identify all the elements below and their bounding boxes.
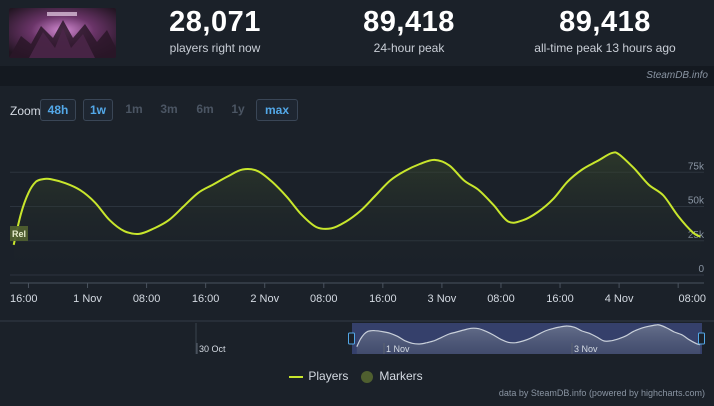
alltime-peak-value: 89,418	[559, 6, 651, 38]
x-tick-label: 2 Nov	[250, 293, 279, 305]
zoom-max-button[interactable]: max	[256, 99, 298, 121]
alltime-peak-label: all-time peak 13 hours ago	[534, 41, 676, 55]
peak-24h-value: 89,418	[363, 6, 455, 38]
y-tick-label: 75k	[688, 161, 705, 172]
x-tick-label: 16:00	[546, 293, 574, 305]
zoom-1m-button[interactable]: 1m	[125, 102, 143, 116]
navigator-tick-label: 1 Nov	[386, 344, 410, 354]
alltime-peak-stat: 89,418 all-time peak 13 hours ago	[525, 6, 685, 55]
x-tick-label: 08:00	[678, 293, 706, 305]
x-tick-label: 16:00	[10, 293, 38, 305]
game-art-image	[9, 8, 116, 58]
x-tick-label: 3 Nov	[428, 293, 457, 305]
current-players-value: 28,071	[169, 6, 261, 38]
zoom-48h-button[interactable]: 48h	[40, 99, 76, 121]
peak-24h-label: 24-hour peak	[373, 41, 445, 55]
y-tick-label: 0	[698, 264, 704, 275]
players-legend-icon	[289, 375, 303, 378]
stats-bar: 28,071 players right now 89,418 24-hour …	[0, 0, 714, 66]
y-tick-label: 50k	[688, 196, 705, 207]
navigator[interactable]: 30 Oct 1 Nov 3 Nov	[195, 323, 705, 354]
zoom-1w-button[interactable]: 1w	[83, 99, 113, 121]
zoom-6m-button[interactable]: 6m	[196, 102, 214, 116]
game-thumbnail[interactable]	[9, 8, 116, 58]
x-tick-label: 4 Nov	[605, 293, 634, 305]
release-marker[interactable]: Rel	[10, 226, 28, 241]
markers-legend-icon	[361, 370, 373, 383]
legend-markers[interactable]: Markers	[361, 369, 423, 383]
release-marker-label: Rel	[12, 229, 26, 239]
x-tick-label: 08:00	[487, 293, 515, 305]
x-tick-label: 16:00	[369, 293, 397, 305]
legend-players-label: Players	[308, 369, 349, 383]
legend-markers-label: Markers	[379, 369, 423, 383]
x-tick-label: 08:00	[133, 293, 161, 305]
players-line	[12, 151, 701, 246]
highcharts-credit[interactable]: data by SteamDB.info (powered by highcha…	[498, 388, 705, 398]
current-players-label: players right now	[169, 41, 261, 55]
x-tick-label: 1 Nov	[73, 293, 102, 305]
navigator-left-handle	[348, 332, 355, 345]
credit-bar: SteamDB.info	[0, 66, 714, 86]
zoom-1y-button[interactable]: 1y	[231, 102, 245, 116]
legend-players[interactable]: Players	[289, 369, 348, 383]
navigator-tick-label: 3 Nov	[574, 344, 598, 354]
x-tick-label: 16:00	[192, 293, 220, 305]
current-players-stat: 28,071 players right now	[150, 6, 280, 55]
navigator-tick-label: 30 Oct	[199, 344, 226, 354]
players-area	[13, 152, 701, 275]
steamdb-credit[interactable]: SteamDB.info	[646, 70, 708, 81]
zoom-label: Zoom	[10, 104, 41, 118]
y-tick-label: 25k	[688, 230, 705, 241]
zoom-3m-button[interactable]: 3m	[160, 102, 178, 116]
x-tick-label: 08:00	[310, 293, 338, 305]
peak-24h-stat: 89,418 24-hour peak	[344, 6, 474, 55]
navigator-selection	[352, 323, 702, 354]
navigator-right-handle	[698, 332, 705, 345]
